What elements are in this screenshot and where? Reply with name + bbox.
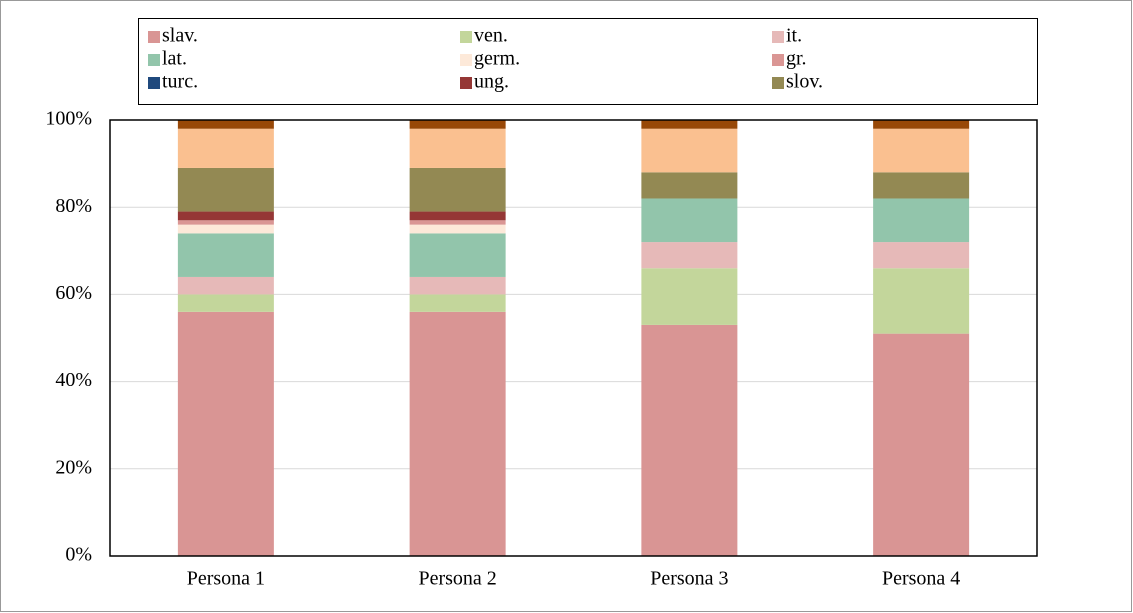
bar-segment [641,120,738,129]
legend-label: lat. [162,48,187,70]
bar-segment [177,220,274,225]
bar-segment [641,268,738,325]
bar-segment [641,172,738,199]
bar-segment [177,224,274,234]
bar-segment [641,242,738,269]
legend-marker [772,54,784,66]
bar-segment [873,268,970,334]
legend-marker [148,77,160,89]
bar-segment [177,120,274,129]
legend-label: gr. [786,48,807,70]
bar-segment [641,198,738,243]
bar-segment [641,324,738,556]
legend-marker [460,77,472,89]
legend-marker [772,31,784,43]
x-tick-label: Persona 3 [650,568,728,590]
legend-marker [148,54,160,66]
bar-segment [409,276,506,295]
bar-segment [873,172,970,199]
legend-label: slav. [162,25,198,47]
legend-marker [148,31,160,43]
bar-segment [177,128,274,168]
plot-border [109,119,1038,557]
x-tick-label: Persona 4 [882,568,960,590]
legend-marker [460,54,472,66]
legend-label: ven. [474,25,508,47]
y-tick-label: 100% [45,108,92,130]
bar-segment [177,211,274,221]
bar-segment [177,294,274,312]
bar-segment [409,128,506,168]
bar-segment [873,242,970,269]
bar-segment [177,276,274,295]
y-tick-label: 80% [55,195,92,217]
legend-label: germ. [474,48,520,70]
y-tick-label: 60% [55,282,92,304]
bar-segment [641,128,738,173]
x-tick-label: Persona 1 [187,568,265,590]
bar-segment [873,120,970,129]
bar-segment [409,224,506,234]
legend-label: ung. [474,71,509,93]
legend-marker [460,31,472,43]
legend-label: turc. [162,71,198,93]
bar-segment [409,294,506,312]
legend-marker [772,77,784,89]
bar-segment [177,311,274,556]
x-tick-label: Persona 2 [418,568,496,590]
legend-label: it. [786,25,802,47]
bar-segment [873,128,970,173]
bar-segment [177,233,274,277]
bar-segment [409,211,506,221]
bar-segment [409,120,506,129]
legend-label: slov. [786,71,823,93]
y-tick-label: 0% [65,544,92,566]
bar-segment [409,220,506,225]
y-tick-label: 20% [55,456,92,478]
bar-segment [409,311,506,556]
y-tick-label: 40% [55,369,92,391]
bar-segment [409,167,506,212]
bar-segment [177,167,274,212]
bar-segment [873,333,970,556]
legend-box [138,18,1038,105]
bar-segment [409,233,506,277]
bar-segment [873,198,970,243]
